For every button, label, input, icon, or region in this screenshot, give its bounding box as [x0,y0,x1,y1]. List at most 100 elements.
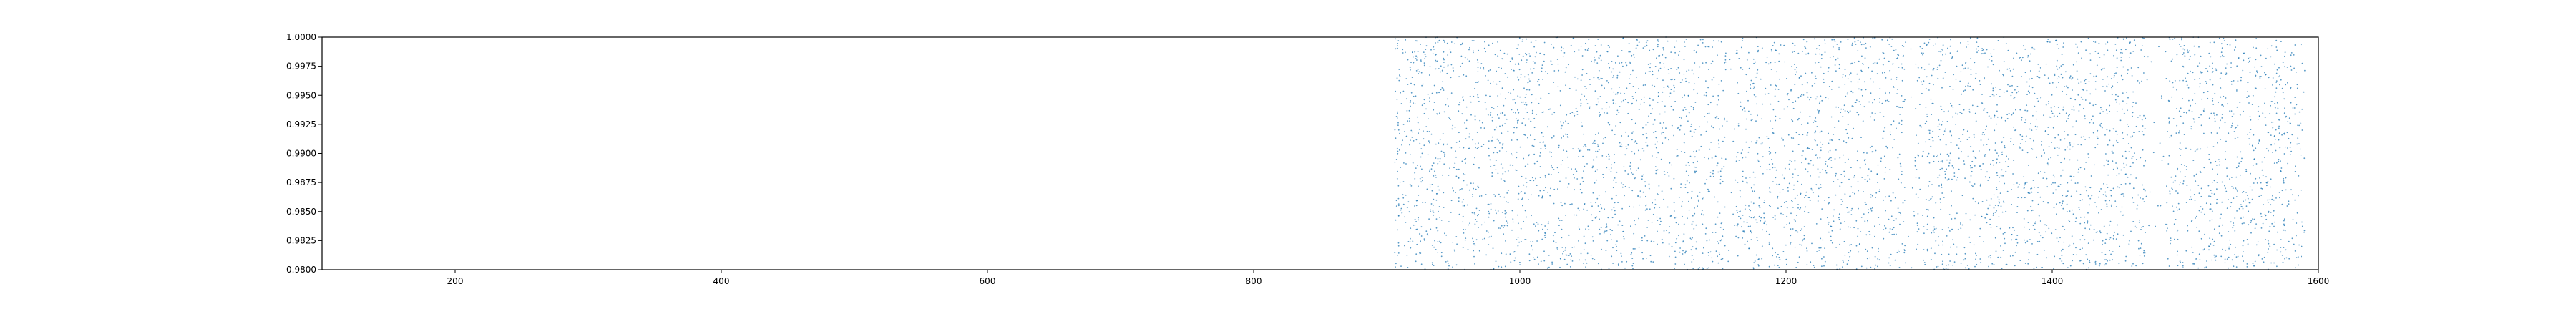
data-point [2281,134,2283,136]
data-point [1441,87,1443,89]
data-point [2236,106,2238,108]
data-point [1863,106,1865,108]
data-point [1475,82,1477,83]
data-point [1877,182,1879,183]
data-point [1840,182,1843,184]
data-point [1420,263,1423,265]
data-point [1420,226,1423,228]
data-point [1736,225,1738,227]
data-point [1539,141,1541,143]
data-point [1703,197,1705,198]
data-point [1830,157,1832,159]
data-point [2212,238,2214,240]
data-point [2116,57,2118,59]
data-point [2243,260,2245,262]
data-point [2069,175,2072,177]
data-point [1744,243,1746,245]
data-point [1659,67,1662,69]
data-point [2087,242,2089,244]
data-point [1736,210,1738,212]
data-point [1702,223,1704,225]
data-point [2024,122,2026,124]
data-point [1504,171,1506,173]
data-point [1849,74,1851,76]
data-point [2109,104,2111,107]
data-point [1403,162,1405,164]
data-point [1433,162,1435,165]
data-point [1468,136,1470,138]
data-point [2001,151,2004,153]
data-point [1910,48,1912,50]
data-point [1938,51,1940,52]
data-point [2293,67,2296,69]
data-point [1928,89,1930,91]
data-point [2182,180,2185,182]
data-point [1474,244,1476,246]
data-point [1695,167,1697,168]
data-point [2075,120,2077,122]
data-point [1846,93,1848,95]
data-point [1548,266,1550,268]
data-point [2043,149,2044,151]
data-point [1797,180,1799,182]
data-point [2157,205,2159,207]
data-point [1843,140,1845,142]
data-point [1807,132,1809,134]
data-point [2014,89,2016,91]
data-point [1992,89,1994,92]
data-point [1488,210,1490,212]
data-point [1638,41,1640,43]
data-point [2275,149,2277,152]
data-point [1489,159,1491,161]
data-point [1475,221,1478,222]
data-point [2044,224,2046,226]
data-point [1431,165,1433,167]
data-point [1738,58,1740,59]
data-point [2037,187,2039,188]
data-point [2200,195,2202,197]
data-point [1634,140,1636,142]
data-point [1614,210,1616,212]
data-point [2069,265,2072,267]
data-point [2109,259,2111,261]
data-point [1509,253,1511,255]
data-point [2100,107,2102,109]
data-point [1572,174,1574,175]
data-point [2216,188,2218,190]
data-point [1782,189,1784,190]
data-point [1839,268,1841,270]
data-point [1657,243,1658,245]
data-point [2289,147,2291,148]
data-point [1738,211,1740,212]
data-point [1998,216,2000,217]
data-point [2206,146,2208,148]
data-point [1814,119,1816,122]
data-point [2026,181,2028,183]
data-point [1418,128,1420,130]
data-point [1946,153,1948,155]
data-point [1416,59,1418,61]
data-point [1840,41,1842,43]
data-point [1533,258,1536,260]
data-point [1785,244,1787,246]
data-point [1974,201,1976,203]
data-point [1960,224,1962,225]
data-point [1531,215,1532,217]
data-point [2209,79,2211,81]
data-point [1893,49,1895,52]
data-point [2058,82,2059,83]
data-point [2201,72,2203,74]
data-point [1939,139,1941,141]
data-point [1406,110,1408,112]
data-point [1987,180,1989,181]
data-point [1876,173,1878,175]
data-point [2079,167,2082,169]
data-point [1721,167,1723,170]
data-point [2109,129,2111,132]
data-point [1453,190,1454,192]
data-point [2015,129,2017,131]
data-point [1772,167,1774,169]
data-point [1576,110,1579,112]
data-point [1487,236,1489,238]
data-point [1981,49,1984,52]
